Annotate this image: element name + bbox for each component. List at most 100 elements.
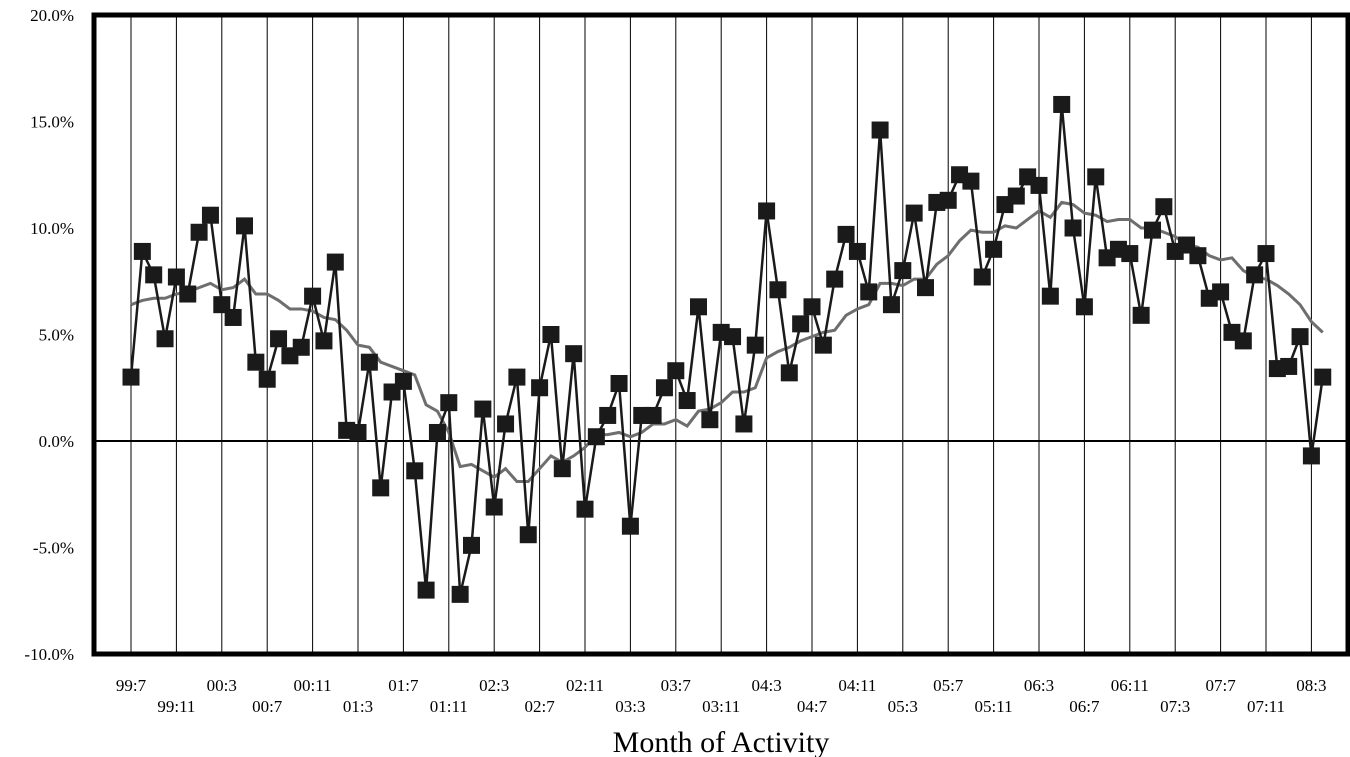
data-point (871, 121, 889, 139)
data-point (939, 191, 957, 209)
data-point (167, 268, 185, 286)
plot-frame (91, 12, 1350, 657)
data-point (236, 217, 253, 235)
data-point (1144, 221, 1161, 239)
data-point (122, 368, 140, 386)
data-point (735, 415, 753, 433)
data-point (644, 406, 662, 424)
x-tick-label: 01:7 (388, 676, 419, 695)
data-point (792, 315, 810, 333)
x-tick-label: 00:3 (207, 676, 237, 695)
data-point (1121, 245, 1139, 263)
data-point (1257, 245, 1275, 263)
data-point (440, 394, 458, 412)
data-point (553, 460, 571, 478)
data-point (826, 270, 844, 288)
x-tick-label: 02:7 (524, 697, 555, 716)
data-point (1053, 95, 1071, 113)
data-point (769, 281, 787, 299)
data-point (315, 332, 333, 350)
data-point (1246, 266, 1264, 284)
data-point (497, 415, 515, 433)
data-point (156, 330, 174, 348)
x-tick-label: 03:7 (661, 676, 692, 695)
series-average (130, 200, 1324, 483)
x-tick-label: 02:3 (479, 676, 509, 695)
data-point (837, 225, 855, 243)
series-main-line (129, 104, 1324, 595)
y-axis-ticks: 20.0% 15.0% 10.0% 5.0% 0.0% -5.0% -10.0% (24, 6, 74, 664)
y-tick-label: 15.0% (30, 113, 74, 132)
data-point (360, 353, 378, 371)
x-tick-label: 01:11 (430, 697, 468, 716)
data-point (746, 336, 764, 354)
data-point (190, 223, 208, 241)
x-tick-label: 06:3 (1024, 676, 1054, 695)
x-axis-ticks: 99:7 00:3 00:11 01:7 02:3 02:11 03:7 04:3 04:11 0… (116, 676, 1327, 716)
data-point (1041, 287, 1059, 305)
x-tick-label: 07:7 (1205, 676, 1236, 695)
x-tick-label: 99:11 (157, 697, 195, 716)
data-point (1234, 332, 1252, 350)
data-point (1212, 283, 1230, 301)
data-point (1007, 187, 1025, 205)
data-point (474, 400, 492, 418)
data-point (1132, 306, 1150, 324)
data-point (463, 536, 480, 554)
data-point (508, 368, 526, 386)
x-tick-label: 05:7 (933, 676, 964, 695)
data-point (372, 479, 390, 497)
y-tick-label: -5.0% (33, 539, 74, 558)
data-point (304, 287, 322, 305)
data-point (406, 462, 424, 480)
data-point (803, 298, 821, 316)
data-point (1302, 447, 1320, 465)
data-point (1314, 368, 1332, 386)
data-point (531, 379, 549, 397)
data-point (701, 411, 719, 429)
y-tick-label: 5.0% (39, 326, 74, 345)
data-point (1155, 198, 1173, 216)
data-point (485, 498, 503, 516)
data-point (905, 204, 923, 222)
data-point (565, 345, 583, 363)
x-tick-label: 00:7 (252, 697, 283, 716)
x-tick-label: 04:11 (838, 676, 876, 695)
data-point (451, 585, 469, 603)
data-point (610, 374, 628, 392)
data-point (247, 353, 265, 371)
data-point (678, 392, 696, 410)
series-main (122, 95, 1332, 603)
data-point (848, 242, 866, 260)
x-axis-label: Month of Activity (613, 726, 830, 757)
data-point (860, 283, 878, 301)
x-tick-label: 07:3 (1160, 697, 1190, 716)
data-point (962, 172, 980, 190)
x-tick-label: 08:3 (1296, 676, 1326, 695)
data-point (542, 326, 560, 343)
data-point (1291, 328, 1309, 346)
data-point (258, 370, 276, 388)
data-point (599, 406, 617, 424)
x-tick-label: 02:11 (566, 676, 604, 695)
data-point (882, 296, 900, 314)
data-point (270, 330, 288, 348)
data-point (576, 500, 594, 518)
data-point (428, 423, 446, 441)
series-average-line (130, 200, 1324, 483)
x-tick-label: 04:7 (797, 697, 828, 716)
data-point (587, 428, 605, 446)
data-point (667, 362, 685, 380)
data-point (985, 240, 1003, 258)
data-point (224, 308, 242, 326)
x-tick-label: 06:11 (1111, 676, 1149, 695)
data-point (780, 364, 798, 382)
data-point (349, 423, 367, 441)
data-point (814, 336, 832, 354)
data-point (1280, 357, 1298, 375)
data-point (1189, 247, 1207, 265)
data-point (394, 372, 412, 390)
x-tick-label: 04:3 (751, 676, 781, 695)
x-tick-label: 06:7 (1069, 697, 1100, 716)
